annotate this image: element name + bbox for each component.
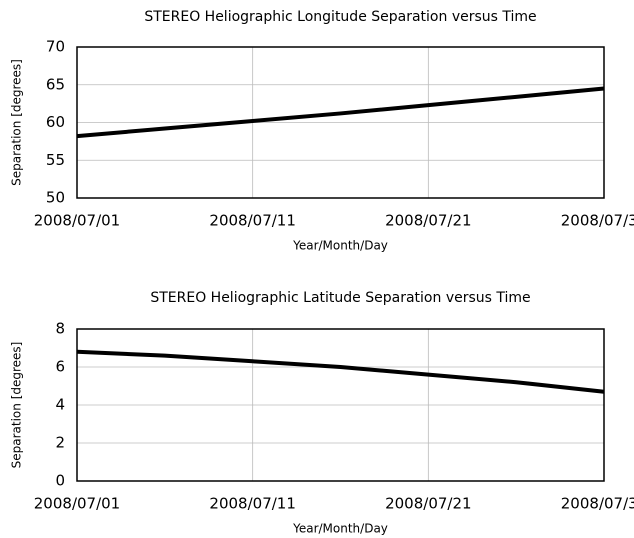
x-tick-label: 2008/07/21 bbox=[385, 212, 471, 230]
chart-title: STEREO Heliographic Longitude Separation… bbox=[144, 9, 536, 25]
y-tick-label: 70 bbox=[46, 38, 65, 56]
chart: STEREO Heliographic Longitude Separation… bbox=[10, 9, 634, 253]
plot-frame bbox=[76, 46, 605, 199]
y-tick-label: 6 bbox=[55, 358, 65, 376]
x-tick-label: 2008/07/31 bbox=[561, 212, 634, 230]
y-axis-label: Separation [degrees] bbox=[10, 342, 24, 469]
y-tick-label: 8 bbox=[55, 320, 65, 338]
y-tick-label: 0 bbox=[55, 472, 65, 490]
x-axis-label: Year/Month/Day bbox=[292, 239, 388, 253]
x-tick-label: 2008/07/21 bbox=[385, 495, 471, 513]
x-tick-label: 2008/07/31 bbox=[561, 495, 634, 513]
y-tick-label: 55 bbox=[46, 151, 65, 169]
chart-title: STEREO Heliographic Latitude Separation … bbox=[150, 290, 530, 306]
data-line bbox=[76, 86, 605, 139]
y-tick-label: 4 bbox=[55, 396, 65, 414]
plot-frame bbox=[76, 328, 605, 482]
x-tick-label: 2008/07/01 bbox=[34, 495, 120, 513]
chart: STEREO Heliographic Latitude Separation … bbox=[10, 290, 634, 536]
y-tick-label: 50 bbox=[46, 189, 65, 207]
x-axis-label: Year/Month/Day bbox=[292, 522, 388, 536]
y-tick-label: 60 bbox=[46, 113, 65, 131]
data-line bbox=[76, 349, 605, 394]
x-tick-label: 2008/07/01 bbox=[34, 212, 120, 230]
y-tick-label: 2 bbox=[55, 434, 65, 452]
x-tick-label: 2008/07/11 bbox=[209, 212, 295, 230]
y-tick-label: 65 bbox=[46, 75, 65, 93]
x-tick-label: 2008/07/11 bbox=[209, 495, 295, 513]
y-axis-label: Separation [degrees] bbox=[10, 59, 24, 186]
